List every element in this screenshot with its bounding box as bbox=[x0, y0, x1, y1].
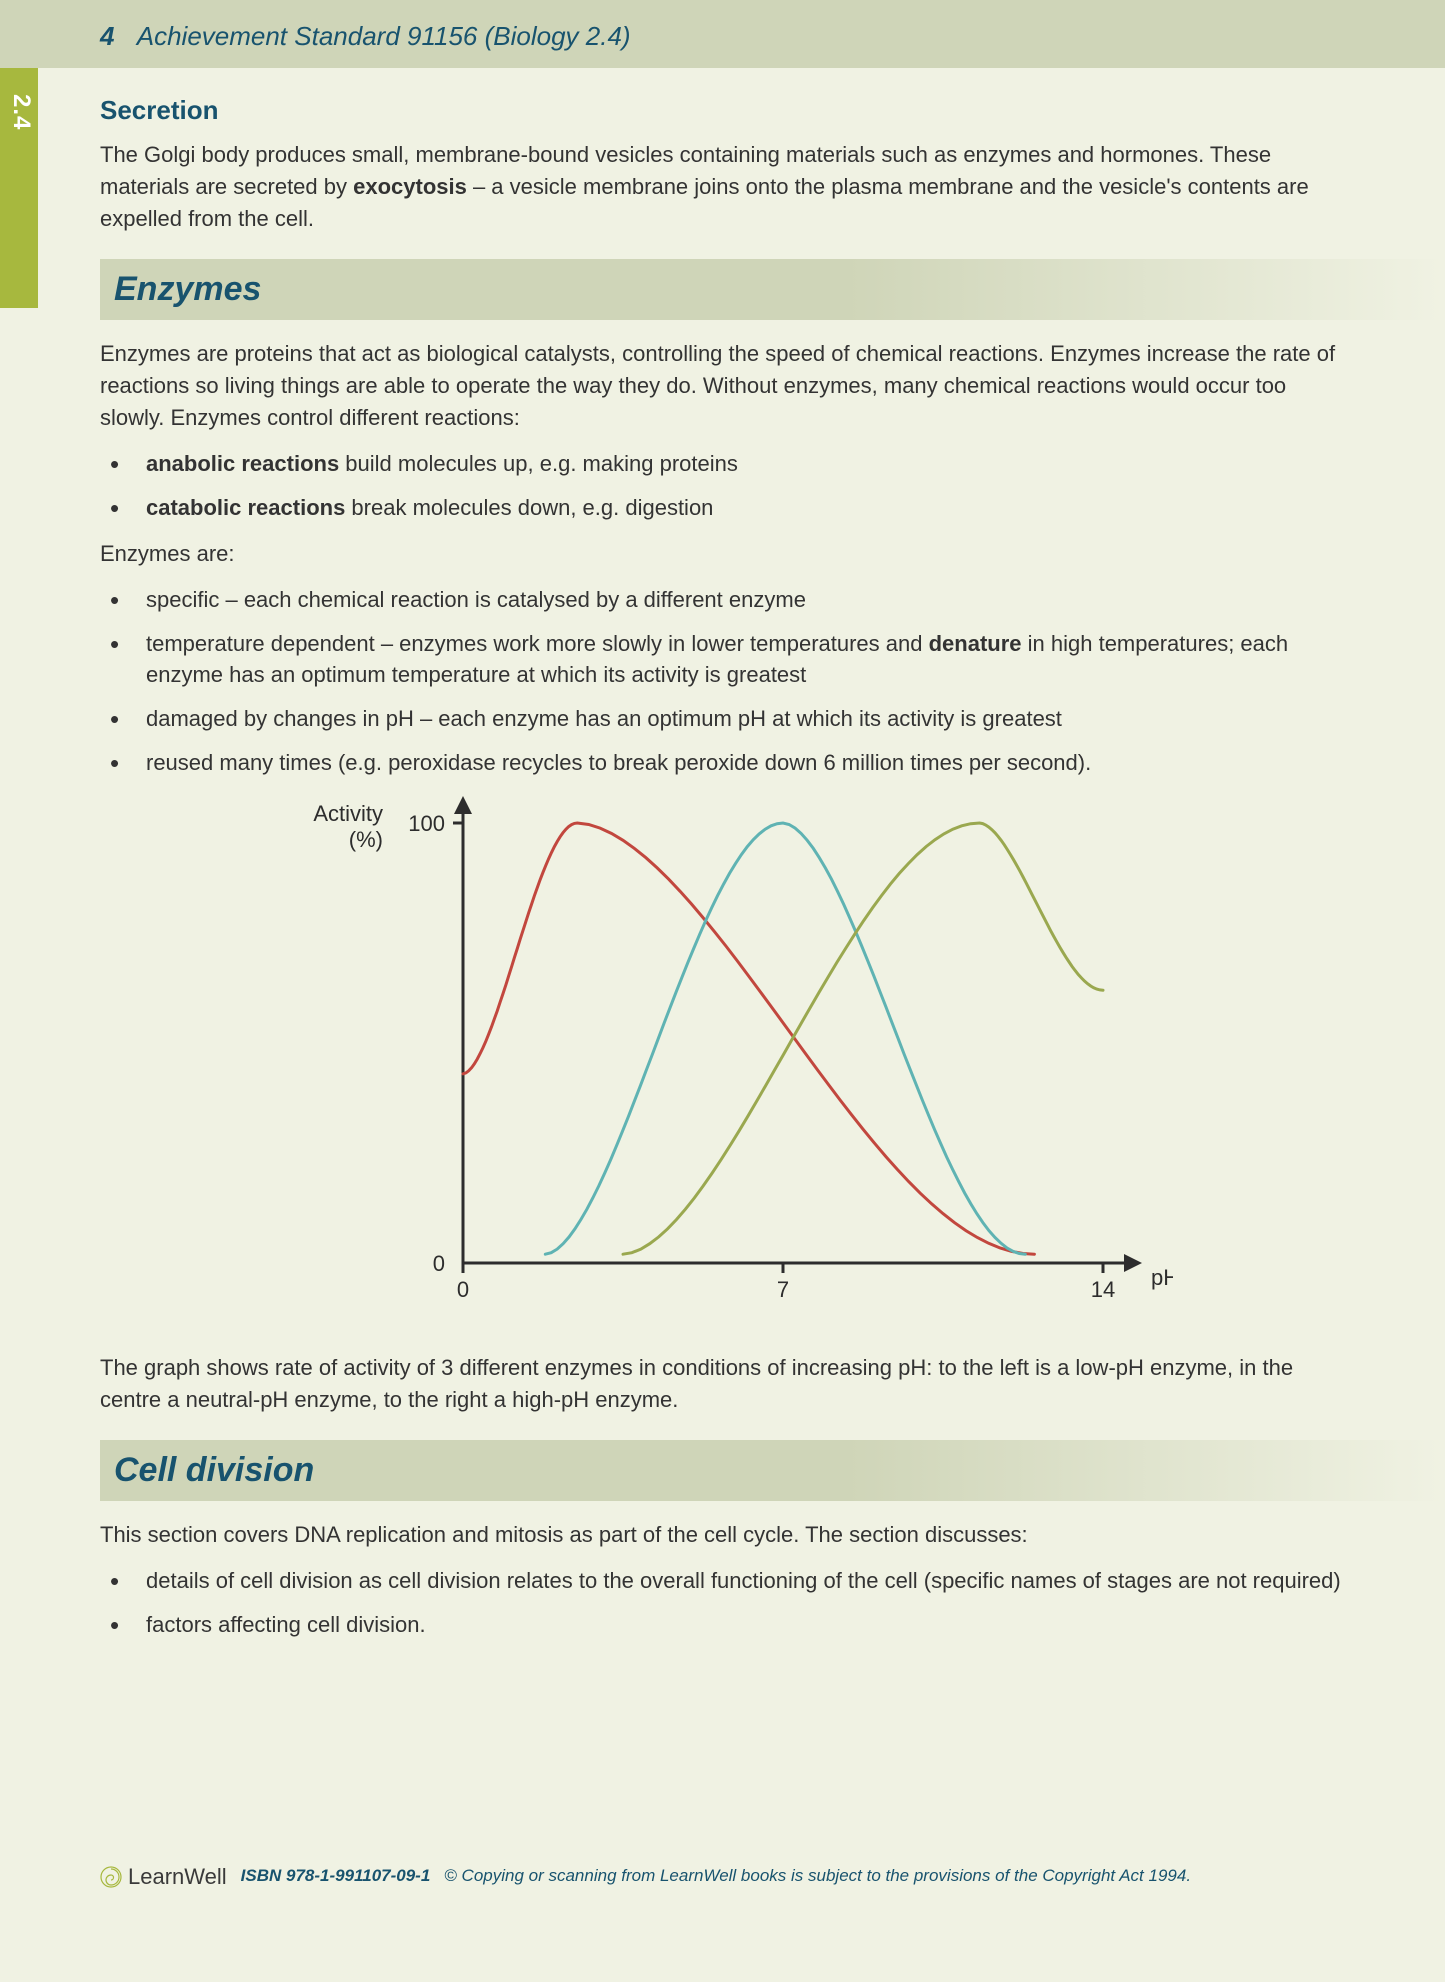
running-head: 4 Achievement Standard 91156 (Biology 2.… bbox=[100, 18, 1345, 56]
enzymes-properties-list: specific – each chemical reaction is cat… bbox=[100, 584, 1345, 779]
list-item-text: temperature dependent – enzymes work mor… bbox=[146, 631, 929, 656]
footer-isbn: ISBN 978-1-991107-09-1 bbox=[241, 1864, 431, 1889]
list-item: damaged by changes in pH – each enzyme h… bbox=[100, 703, 1345, 735]
page-footer: LearnWell ISBN 978-1-991107-09-1 © Copyi… bbox=[100, 1861, 1345, 1893]
svg-text:Activity: Activity bbox=[313, 801, 383, 826]
enzymes-intro: Enzymes are proteins that act as biologi… bbox=[100, 338, 1345, 434]
chart-svg: 100 0 Activity(%) 0 7 14 pH bbox=[273, 793, 1173, 1323]
logo-swirl-icon bbox=[100, 1866, 122, 1888]
list-item-text: damaged by changes in pH – each enzyme h… bbox=[146, 706, 1062, 731]
list-item: specific – each chemical reaction is cat… bbox=[100, 584, 1345, 616]
learnwell-logo: LearnWell bbox=[100, 1861, 227, 1893]
list-item-text: break molecules down, e.g. digestion bbox=[345, 495, 713, 520]
catabolic-term: catabolic reactions bbox=[146, 495, 345, 520]
page-content: 4 Achievement Standard 91156 (Biology 2.… bbox=[0, 0, 1445, 1953]
secretion-heading: Secretion bbox=[100, 92, 1345, 130]
svg-text:0: 0 bbox=[456, 1277, 468, 1302]
list-item-text: specific – each chemical reaction is cat… bbox=[146, 587, 806, 612]
enzymes-section-band: Enzymes bbox=[100, 259, 1345, 320]
list-item: factors affecting cell division. bbox=[100, 1609, 1345, 1641]
exocytosis-term: exocytosis bbox=[353, 174, 467, 199]
cell-division-heading: Cell division bbox=[114, 1446, 1331, 1495]
enzymes-are-label: Enzymes are: bbox=[100, 538, 1345, 570]
list-item-text: reused many times (e.g. peroxidase recyc… bbox=[146, 750, 1091, 775]
list-item: temperature dependent – enzymes work mor… bbox=[100, 628, 1345, 692]
cell-division-intro: This section covers DNA replication and … bbox=[100, 1519, 1345, 1551]
enzymes-heading: Enzymes bbox=[114, 265, 1331, 314]
svg-text:(%): (%) bbox=[348, 827, 382, 852]
svg-text:100: 100 bbox=[408, 811, 445, 836]
cell-division-section-band: Cell division bbox=[100, 1440, 1345, 1501]
brand-text: LearnWell bbox=[128, 1861, 227, 1893]
svg-text:pH: pH bbox=[1151, 1265, 1173, 1290]
list-item-text: build molecules up, e.g. making proteins bbox=[339, 451, 738, 476]
list-item: catabolic reactions break molecules down… bbox=[100, 492, 1345, 524]
svg-text:7: 7 bbox=[776, 1277, 788, 1302]
list-item: anabolic reactions build molecules up, e… bbox=[100, 448, 1345, 480]
page-number: 4 bbox=[100, 21, 114, 51]
chart-caption: The graph shows rate of activity of 3 di… bbox=[100, 1352, 1345, 1416]
list-item-text: details of cell division as cell divisio… bbox=[146, 1568, 1341, 1593]
denature-term: denature bbox=[929, 631, 1022, 656]
list-item: reused many times (e.g. peroxidase recyc… bbox=[100, 747, 1345, 779]
cell-division-list: details of cell division as cell divisio… bbox=[100, 1565, 1345, 1641]
svg-text:14: 14 bbox=[1090, 1277, 1114, 1302]
secretion-body: The Golgi body produces small, membrane-… bbox=[100, 139, 1345, 235]
list-item: details of cell division as cell divisio… bbox=[100, 1565, 1345, 1597]
list-item-text: factors affecting cell division. bbox=[146, 1612, 426, 1637]
enzymes-reaction-list: anabolic reactions build molecules up, e… bbox=[100, 448, 1345, 524]
anabolic-term: anabolic reactions bbox=[146, 451, 339, 476]
footer-copyright: © Copying or scanning from LearnWell boo… bbox=[444, 1864, 1191, 1889]
svg-text:0: 0 bbox=[432, 1251, 444, 1276]
enzyme-activity-chart: 100 0 Activity(%) 0 7 14 pH bbox=[100, 793, 1345, 1332]
running-head-text: Achievement Standard 91156 (Biology 2.4) bbox=[137, 21, 631, 51]
